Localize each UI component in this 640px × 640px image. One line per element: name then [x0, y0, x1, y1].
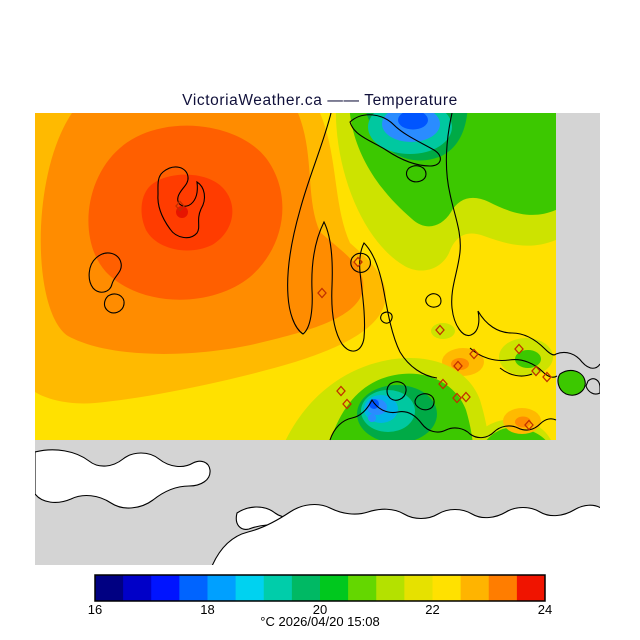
station-marker: [461, 391, 471, 403]
coast-island-west-1: [88, 252, 122, 293]
colorbar: 16 18 20 22 24 °C 2026/04/20 15:08: [88, 574, 552, 629]
colorbar-tick-label: 20: [313, 602, 327, 617]
colorbar-cell: [376, 575, 405, 601]
colorbar-cell: [432, 575, 462, 601]
coast-lake-south-3: [379, 311, 393, 324]
station-marker: [438, 378, 448, 390]
contour-green-island-east: [558, 370, 586, 396]
contour-blue-south-2: [368, 414, 376, 422]
coast-northeast-shore: [445, 113, 600, 369]
colorbar-cell: [291, 575, 321, 601]
station-marker: [524, 419, 534, 431]
station-marker: [336, 385, 346, 397]
station-marker: [542, 371, 552, 383]
coast-island-west-2: [103, 293, 125, 314]
colorbar-tick-label: 22: [425, 602, 439, 617]
coast-south-shore: [329, 398, 557, 441]
colorbar-cell: [348, 575, 377, 601]
map-panel-content: [35, 113, 600, 565]
coast-lake-south-2: [414, 393, 435, 411]
colorbar-tick-label: 18: [200, 602, 214, 617]
contour-blue-south: [369, 399, 379, 409]
colorbar-tick-labels: 16 18 20 22 24: [88, 602, 552, 617]
station-marker: [435, 324, 445, 336]
coast-island-east-outline: [557, 369, 586, 396]
temperature-contours: [35, 113, 556, 440]
colorbar-cell: [460, 575, 490, 601]
colorbar-cells: [95, 575, 546, 601]
colorbar-tick-label: 16: [88, 602, 102, 617]
station-marker: [514, 343, 524, 355]
station-marker: [317, 287, 327, 299]
station-markers: [175, 200, 552, 431]
station-marker: [469, 348, 479, 360]
coast-lake-south-4: [425, 293, 442, 308]
colorbar-tick-label: 24: [538, 602, 552, 617]
coast-small-bay: [350, 252, 371, 273]
colorbar-cell: [95, 575, 124, 601]
contour-blue-north: [398, 113, 428, 130]
contour-green-patch-right: [515, 350, 541, 368]
coast-island-north-big: [349, 114, 441, 167]
contour-green-south-right: [486, 427, 546, 440]
colorbar-cell: [123, 575, 152, 601]
coast-island-north-small: [405, 165, 427, 183]
colorbar-cell: [320, 575, 349, 601]
station-marker: [531, 365, 541, 377]
coast-lake-northwest: [157, 166, 206, 239]
colorbar-cell: [207, 575, 237, 601]
coast-island-east-2: [585, 378, 600, 395]
colorbar-cell: [235, 575, 265, 601]
colorbar-border: [94, 574, 546, 602]
coast-channel-east-2: [499, 367, 533, 377]
colorbar-cell: [488, 575, 518, 601]
station-marker: [175, 200, 185, 212]
map-title: VictoriaWeather.ca —— Temperature: [182, 92, 458, 109]
coastlines: [88, 113, 600, 441]
station-marker: [353, 256, 363, 268]
station-marker: [453, 360, 463, 372]
colorbar-cell: [404, 575, 433, 601]
land-areas: [35, 449, 600, 565]
colorbar-cell: [179, 575, 208, 601]
land-south-peninsula: [211, 503, 600, 565]
coast-lake-south-1: [386, 381, 407, 401]
colorbar-cell: [151, 575, 180, 601]
colorbar-caption: °C 2026/04/20 15:08: [260, 614, 379, 629]
land-southwest-islands: [35, 449, 211, 509]
station-marker: [342, 398, 352, 410]
coast-central-inlet: [287, 113, 438, 379]
colorbar-cell: [263, 575, 293, 601]
station-marker: [452, 392, 462, 404]
contour-orange-spot-southeast: [515, 416, 531, 428]
colorbar-cell: [516, 575, 546, 601]
